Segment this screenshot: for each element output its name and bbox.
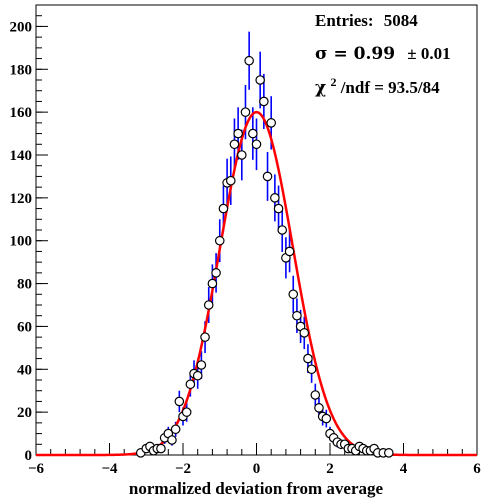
data-point [255,75,265,85]
data-point [277,225,288,235]
data-point [196,360,207,370]
y-tick-label: 200 [10,19,33,35]
data-point [383,448,394,458]
data-point [192,370,203,381]
svg-text:χ 2 /ndf = 93.5/84: χ 2 /ndf = 93.5/84 [315,71,440,98]
y-tick-label: 180 [10,62,33,78]
data-point [251,139,262,150]
x-tick-label: 0 [253,461,261,477]
data-point [203,300,214,310]
y-tick-label: 20 [17,405,32,421]
data-point [200,332,210,342]
x-tick-label: −2 [175,461,191,477]
svg-text:Entries: 5084: Entries: 5084 [315,11,418,30]
x-axis-title: normalized deviation from average [129,479,384,498]
y-axis: 0 20 40 60 80 100 120 140 160 180 200 [10,4,48,464]
data-point [167,435,177,445]
data-point [321,413,332,424]
x-tick-label: −4 [101,461,118,477]
y-tick-label: 160 [10,105,33,121]
x-tick-label: 2 [326,461,334,477]
data-point [262,171,273,182]
y-tick-label: 0 [25,448,33,464]
data-point [288,289,299,300]
data-point [211,268,221,278]
y-tick-label: 60 [17,319,32,335]
chi2-superscript: 2 [330,75,336,89]
data-point [170,424,181,435]
stats-box: Entries: 5084 σ = 0.99 ± 0.01 χ 2 /ndf =… [315,11,451,98]
data-point [303,353,313,364]
data-point [156,443,166,454]
data-point [244,55,254,66]
fit-curve [36,110,477,457]
x-axis: −6 −4 −2 0 2 4 6 [28,443,481,477]
data-point [292,310,302,321]
data-point [181,407,192,417]
chi2-symbol: χ [315,78,326,98]
data-point [310,390,321,400]
data-point [306,364,317,375]
data-point [237,150,247,160]
y-tick-label: 120 [10,191,33,207]
data-point [207,278,218,289]
data-point [185,379,196,390]
data-point [225,175,236,186]
x-tick-label: 4 [400,461,408,477]
data-point [266,118,276,128]
entries-label: Entries: [315,11,374,30]
sigma-label: σ = 0.99 [315,44,395,64]
data-point [233,128,243,139]
data-point [240,107,251,117]
data-point [248,128,258,139]
data-point [270,193,280,203]
x-tick-label: 6 [473,461,481,477]
x-tick-label: −6 [28,461,45,477]
y-tick-label: 100 [10,234,33,250]
data-point [214,235,225,246]
data-point [229,139,240,150]
data-point [273,203,284,214]
chi2-ndf: /ndf = 93.5/84 [340,78,440,97]
data-points [135,55,394,458]
y-tick-label: 140 [10,148,33,164]
data-point [259,96,269,107]
svg-text:σ = 0.99 ± 0.01: σ = 0.99 ± 0.01 [315,44,451,64]
data-point [284,246,295,257]
y-tick-label: 80 [17,277,32,293]
data-point [218,203,229,214]
data-point [314,403,324,413]
data-point [174,396,185,407]
entries-value: 5084 [384,11,419,30]
y-tick-label: 40 [17,362,32,378]
plot-frame [35,4,478,456]
data-point [299,328,310,338]
sigma-error: ± 0.01 [407,44,450,63]
